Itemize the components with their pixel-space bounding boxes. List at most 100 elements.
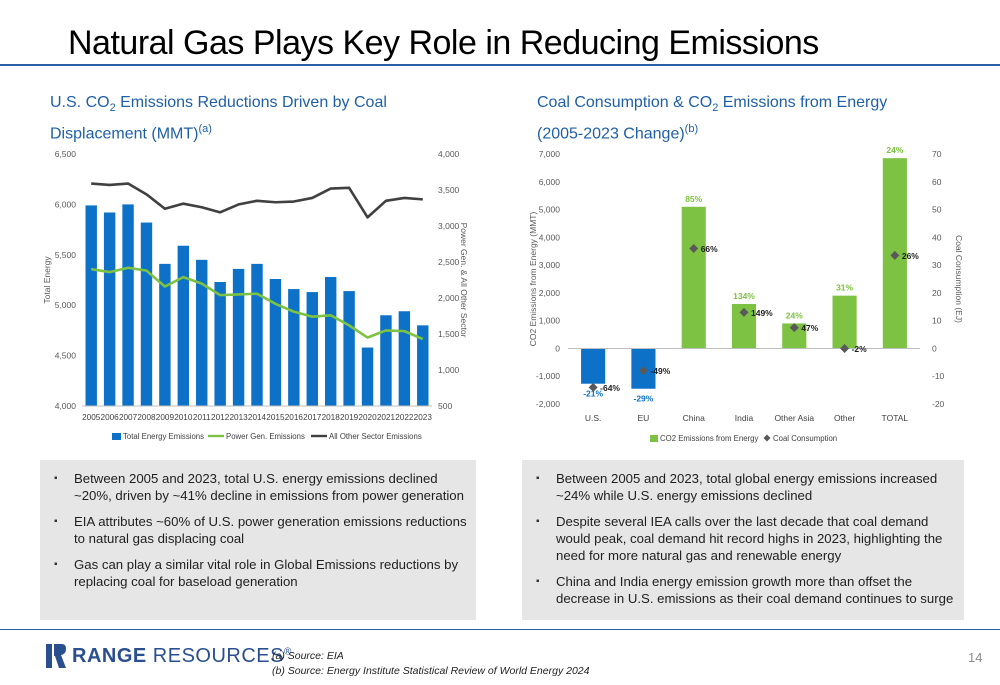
x-tick-label: 2023: [414, 413, 433, 422]
bullet-text: China and India energy emission growth m…: [556, 574, 954, 606]
y-tick-label: -1,000: [536, 371, 560, 381]
x-tick-label: 2014: [248, 413, 267, 422]
bar: [581, 348, 606, 384]
bullet-text: Gas can play a similar vital role in Glo…: [74, 557, 459, 589]
right-heading-sup: (b): [684, 123, 699, 136]
bar: [196, 259, 208, 406]
y-tick-label: 6,000: [539, 177, 561, 187]
coal-marker: [789, 323, 799, 333]
legend-label: Power Gen. Emissions: [226, 432, 305, 441]
bullet-marker-icon: ▪: [536, 576, 540, 587]
coal-marker: [638, 366, 648, 376]
bar: [159, 263, 171, 406]
x-tick-label: TOTAL: [882, 413, 909, 423]
y2-tick-label: 2,500: [438, 257, 460, 267]
bar: [324, 276, 337, 406]
legend-swatch: [650, 435, 658, 442]
y2-tick-label: 0: [932, 343, 937, 353]
bar: [122, 204, 134, 406]
x-tick-label: 2013: [229, 413, 248, 422]
right-heading-line2: (2005-2023 Change): [537, 125, 685, 143]
y2-tick-label: 3,000: [438, 221, 460, 231]
left-bullet-panel: ▪ Between 2005 and 2023, total U.S. energ…: [40, 460, 476, 620]
x-tick-label: 2012: [211, 413, 230, 422]
coal-marker: [840, 343, 850, 353]
left-bullet-list: ▪ Between 2005 and 2023, total U.S. energ…: [40, 460, 476, 590]
x-tick-label: 2011: [193, 413, 211, 422]
right-bullet-panel: ▪ Between 2005 and 2023, total global ene…: [522, 460, 964, 620]
x-tick-label: 2018: [322, 413, 341, 422]
y-tick-label: 5,000: [55, 300, 77, 310]
bar: [177, 245, 190, 406]
data-label: 134%: [733, 291, 755, 301]
marker-label: 66%: [701, 244, 718, 254]
y2-tick-label: 40: [932, 232, 942, 242]
x-tick-label: 2008: [137, 413, 156, 422]
y2-tick-label: -20: [932, 399, 945, 409]
x-tick-label: 2006: [101, 413, 120, 422]
bullet-item: ▪ Gas can play a similar vital role in Gl…: [40, 556, 476, 590]
y2-tick-label: -10: [932, 371, 945, 381]
legend-label: CO2 Emissions from Energy: [660, 434, 758, 443]
y2-tick-label: 3,500: [438, 185, 460, 195]
bar: [361, 347, 374, 406]
data-label: -29%: [634, 394, 654, 404]
x-tick-label: 2010: [174, 413, 193, 422]
x-tick-label: 2007: [119, 413, 138, 422]
logo-mark-icon: [46, 644, 66, 668]
left-chart-heading: U.S. CO2 Emissions Reductions Driven by …: [50, 92, 387, 145]
source-notes: (a) Source: EIA (b) Source: Energy Insti…: [272, 649, 589, 679]
legend-swatch: [763, 434, 771, 442]
company-logo: RANGE RESOURCES®: [46, 644, 292, 668]
data-label: 24%: [886, 145, 903, 155]
bullet-item: ▪ EIA attributes ~60% of U.S. power gener…: [40, 513, 476, 547]
bar: [380, 315, 392, 406]
legend-swatch: [112, 433, 121, 440]
y2-tick-label: 70: [932, 149, 942, 159]
y-tick-label: 0: [555, 343, 560, 353]
bar: [232, 268, 245, 406]
data-label: 85%: [685, 194, 702, 204]
y2-tick-label: 500: [438, 401, 452, 411]
left-heading-sup: (a): [198, 123, 212, 136]
y-tick-label: 7,000: [539, 149, 561, 159]
bar: [832, 295, 857, 349]
x-tick-label: Other Asia: [774, 413, 814, 423]
bar: [140, 222, 153, 406]
legend-label: Coal Consumption: [773, 434, 837, 443]
y-tick-label: 1,000: [539, 316, 561, 326]
y2-axis-label: Coal Consumption (EJ): [954, 235, 964, 323]
bullet-item: ▪ Between 2005 and 2023, total global ene…: [522, 470, 964, 504]
left-heading-line2: Displacement (MMT): [50, 125, 199, 143]
x-tick-label: 2016: [285, 413, 304, 422]
bullet-marker-icon: ▪: [54, 473, 58, 484]
y-tick-label: 4,500: [55, 351, 77, 361]
bar: [398, 311, 411, 406]
x-tick-label: 2020: [358, 413, 377, 422]
y2-tick-label: 50: [932, 205, 942, 215]
x-tick-label: 2005: [82, 413, 101, 422]
y2-tick-label: 4,000: [438, 149, 460, 159]
data-label: 24%: [786, 310, 803, 320]
x-tick-label: 2021: [377, 413, 396, 422]
bullet-text: Between 2005 and 2023, total U.S. energy…: [74, 471, 464, 503]
legend-label: All Other Sector Emissions: [329, 432, 422, 441]
bar: [85, 205, 97, 406]
x-tick-label: U.S.: [585, 413, 602, 423]
right-heading-part: Emissions from Energy: [718, 94, 888, 111]
y-tick-label: 6,500: [55, 149, 77, 159]
us-emissions-chart: 4,000 4,500 5,000 5,500 6,000 6,500 500 1,000 1,…: [42, 149, 469, 441]
y-tick-label: 6,000: [55, 199, 77, 209]
y-tick-label: 2,000: [539, 288, 561, 298]
bar: [306, 292, 318, 406]
y-tick-label: 4,000: [539, 232, 561, 242]
series-line: [91, 182, 423, 219]
bullet-marker-icon: ▪: [536, 516, 540, 527]
marker-label: 26%: [902, 251, 919, 261]
y2-tick-label: 60: [932, 177, 942, 187]
left-heading-part: Emissions Reductions Driven by Coal: [115, 94, 387, 111]
footer-divider: [0, 629, 1000, 630]
right-bullet-list: ▪ Between 2005 and 2023, total global ene…: [522, 460, 964, 607]
marker-label: -64%: [600, 383, 620, 393]
x-tick-label: 2022: [395, 413, 414, 422]
